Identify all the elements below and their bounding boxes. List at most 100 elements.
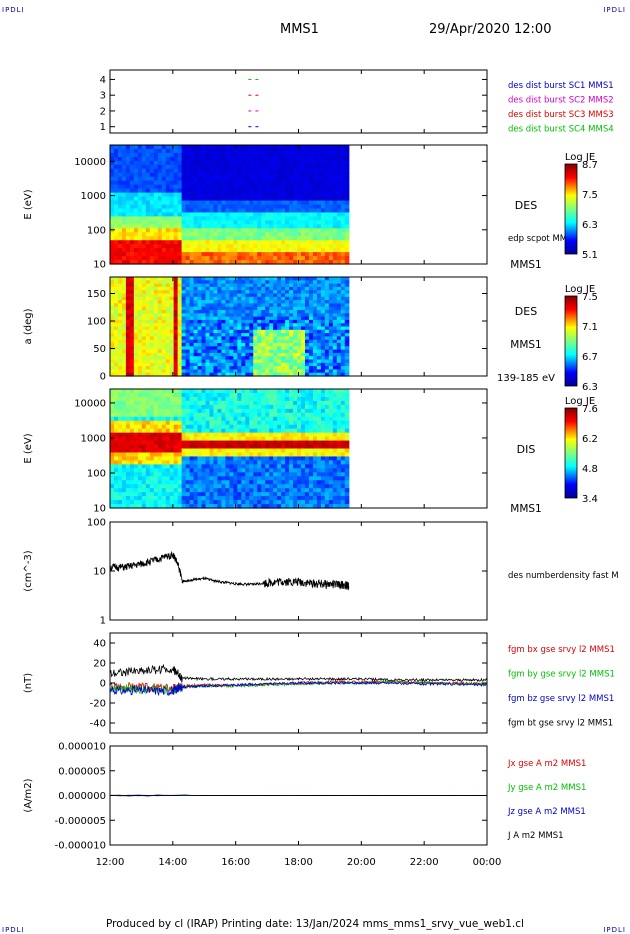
heatmap-cell bbox=[253, 428, 258, 434]
heatmap-cell bbox=[261, 464, 266, 469]
heatmap-cell bbox=[165, 303, 171, 308]
heatmap-cell bbox=[213, 468, 219, 473]
heatmap-cell bbox=[324, 180, 330, 186]
heatmap-cell bbox=[110, 145, 115, 150]
heatmap-cell bbox=[205, 440, 211, 446]
heatmap-cell bbox=[217, 232, 223, 237]
heatmap-cell bbox=[193, 303, 199, 308]
heatmap-cell bbox=[189, 236, 195, 241]
heatmap-cell bbox=[177, 452, 183, 458]
heatmap-cell bbox=[249, 200, 254, 206]
heatmap-cell bbox=[213, 164, 219, 170]
heatmap-cell bbox=[117, 252, 123, 257]
heatmap-cell bbox=[141, 248, 147, 253]
heatmap-cell bbox=[193, 196, 199, 202]
heatmap-cell bbox=[181, 180, 187, 186]
heatmap-cell bbox=[241, 313, 246, 318]
heatmap-cell bbox=[221, 286, 227, 291]
heatmap-cell bbox=[141, 352, 147, 357]
heatmap-cell bbox=[173, 460, 179, 465]
heatmap-cell bbox=[161, 260, 167, 265]
heatmap-cell bbox=[281, 224, 286, 229]
heatmap-cell bbox=[125, 240, 131, 245]
heatmap-cell bbox=[153, 408, 159, 414]
heatmap-cell bbox=[253, 164, 258, 170]
heatmap-cell bbox=[233, 283, 238, 288]
heatmap-cell bbox=[225, 389, 230, 394]
heatmap-cell bbox=[149, 444, 155, 450]
heatmap-cell bbox=[229, 500, 234, 505]
heatmap-cell bbox=[281, 145, 286, 150]
heatmap-cell bbox=[297, 372, 302, 377]
heatmap-cell bbox=[273, 145, 278, 150]
heatmap-cell bbox=[145, 392, 151, 398]
heatmap-cell bbox=[161, 188, 167, 194]
heatmap-cell bbox=[328, 277, 334, 281]
heatmap-cell bbox=[336, 323, 342, 328]
heatmap-cell bbox=[185, 440, 191, 446]
heatmap-cell bbox=[312, 145, 318, 150]
heatmap-cell bbox=[185, 286, 191, 291]
heatmap-cell bbox=[197, 316, 203, 321]
heatmap-cell bbox=[205, 326, 211, 331]
heatmap-cell bbox=[141, 172, 147, 178]
heatmap-cell bbox=[209, 296, 215, 301]
heatmap-cell bbox=[285, 306, 290, 311]
heatmap-cell bbox=[121, 336, 127, 341]
heatmap-cell bbox=[197, 224, 203, 229]
heatmap-cell bbox=[205, 444, 211, 450]
heatmap-cell bbox=[153, 432, 159, 438]
heatmap-cell bbox=[177, 356, 183, 361]
heatmap-cell bbox=[201, 448, 207, 454]
heatmap-cell bbox=[293, 232, 298, 237]
heatmap-cell bbox=[320, 164, 326, 170]
heatmap-cell bbox=[340, 232, 346, 237]
heatmap-cell bbox=[245, 444, 250, 450]
heatmap-cell bbox=[113, 333, 119, 337]
heatmap-cell bbox=[304, 208, 310, 214]
heatmap-cell bbox=[237, 212, 242, 217]
heatmap-cell bbox=[161, 200, 167, 206]
heatmap-cell bbox=[293, 349, 298, 354]
heatmap-cell bbox=[153, 319, 159, 324]
heatmap-cell bbox=[201, 323, 207, 328]
heatmap-cell bbox=[145, 362, 151, 367]
heatmap-cell bbox=[245, 212, 250, 217]
heatmap-cell bbox=[197, 326, 203, 331]
heatmap-cell bbox=[316, 339, 322, 344]
heatmap-cell bbox=[265, 366, 270, 370]
heatmap-cell bbox=[161, 232, 167, 237]
heatmap-cell bbox=[277, 204, 282, 210]
heatmap-cell bbox=[308, 283, 314, 288]
heatmap-cell bbox=[316, 303, 322, 308]
heatmap-cell bbox=[269, 480, 274, 485]
heatmap-cell bbox=[205, 329, 211, 334]
heatmap-cell bbox=[304, 256, 310, 261]
heatmap-cell bbox=[145, 476, 151, 481]
heatmap-cell bbox=[285, 352, 290, 357]
heatmap-cell bbox=[237, 252, 242, 257]
heatmap-cell bbox=[269, 452, 274, 458]
heatmap-cell bbox=[304, 244, 310, 249]
heatmap-cell bbox=[177, 313, 183, 318]
heatmap-cell bbox=[328, 329, 334, 334]
heatmap-cell bbox=[125, 236, 131, 241]
heatmap-cell bbox=[161, 468, 167, 473]
heatmap-cell bbox=[193, 468, 199, 473]
heatmap-cell bbox=[149, 356, 155, 361]
heatmap-cell bbox=[233, 329, 238, 334]
heatmap-cell bbox=[297, 192, 302, 198]
heatmap-cell bbox=[340, 366, 346, 370]
heatmap-cell bbox=[165, 349, 171, 354]
heatmap-cell bbox=[301, 366, 306, 370]
heatmap-cell bbox=[297, 228, 302, 233]
heatmap-cell bbox=[185, 448, 191, 454]
heatmap-cell bbox=[241, 488, 246, 493]
heatmap-cell bbox=[157, 428, 163, 434]
heatmap-cell bbox=[197, 160, 203, 166]
heatmap-cell bbox=[265, 452, 270, 458]
heatmap-cell bbox=[189, 228, 195, 233]
heatmap-cell bbox=[297, 293, 302, 298]
heatmap-cell bbox=[141, 184, 147, 190]
heatmap-cell bbox=[328, 256, 334, 261]
